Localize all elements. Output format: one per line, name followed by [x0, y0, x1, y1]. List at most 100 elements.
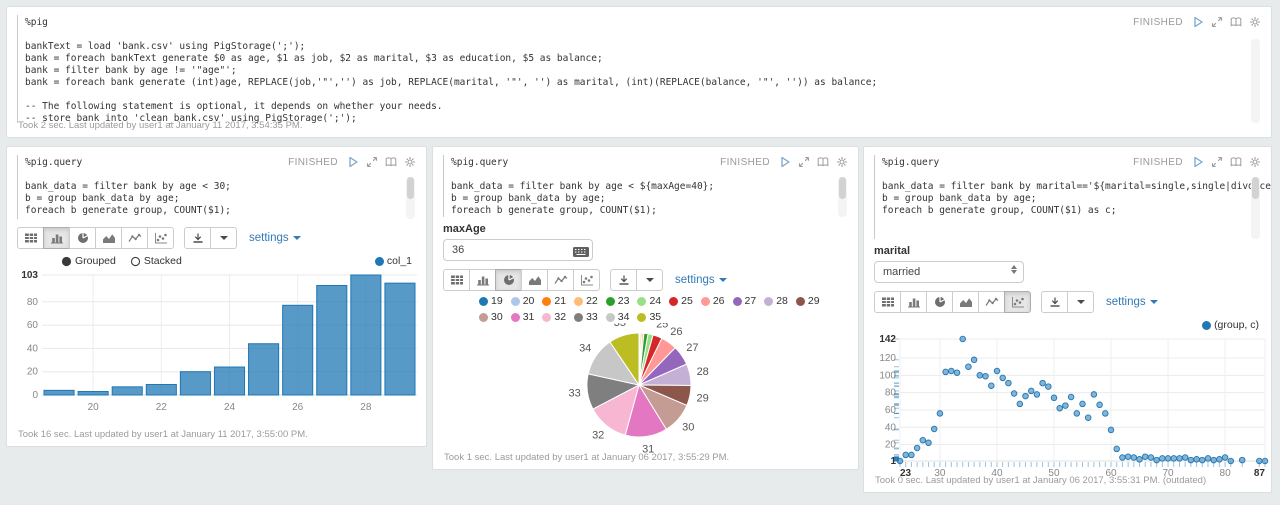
pie-legend-item[interactable]: 21: [542, 295, 566, 307]
editor-scrollbar[interactable]: [1251, 177, 1260, 239]
marital-label: marital: [874, 245, 911, 257]
pie-legend-item[interactable]: 35: [637, 311, 661, 323]
bar-chart-icon: [50, 234, 63, 244]
pie-legend-item[interactable]: 28: [764, 295, 788, 307]
chart-type-area-button[interactable]: [95, 227, 122, 249]
display-toolbar: settings: [874, 291, 1261, 313]
chart-type-area-button[interactable]: [952, 291, 979, 313]
toggle-output-icon[interactable]: [385, 156, 397, 168]
chart-type-table-button[interactable]: [17, 227, 44, 249]
download-dropdown-button[interactable]: [210, 227, 237, 249]
svg-text:27: 27: [686, 342, 698, 354]
pie-legend-item[interactable]: 30: [479, 311, 503, 323]
chart-type-line-button[interactable]: [121, 227, 148, 249]
svg-text:22: 22: [156, 402, 168, 413]
pie-legend-item[interactable]: 29: [795, 295, 820, 307]
editor-scrollbar[interactable]: [406, 177, 415, 219]
code-text[interactable]: %pig bankText = load 'bank.csv' using Pi…: [25, 17, 878, 124]
pie-legend-item[interactable]: 24: [637, 295, 661, 307]
chart-type-bar-button[interactable]: [469, 269, 496, 291]
svg-text:28: 28: [360, 402, 372, 413]
svg-text:35: 35: [614, 323, 626, 329]
chart-type-table-button[interactable]: [443, 269, 470, 291]
legend-dot-icon: [700, 296, 710, 306]
download-dropdown-button[interactable]: [636, 269, 663, 291]
legend-dot-icon: [479, 312, 488, 322]
legend-dot-icon: [479, 296, 488, 306]
grouped-radio[interactable]: Grouped: [61, 255, 116, 267]
paragraph-settings-gear-icon[interactable]: [1249, 156, 1261, 168]
pie-legend-item[interactable]: 33: [574, 311, 598, 323]
svg-text:0: 0: [32, 390, 38, 401]
settings-link[interactable]: settings: [675, 274, 727, 286]
code-editor[interactable]: %pig.query bank_data = filter bank by ag…: [17, 155, 416, 219]
chart-type-bar-button[interactable]: [900, 291, 927, 313]
legend-item-col1[interactable]: col_1: [374, 255, 412, 267]
toggle-editor-icon[interactable]: [366, 156, 378, 168]
settings-link[interactable]: settings: [1106, 296, 1158, 308]
code-text[interactable]: %pig.query bank_data = filter bank by ag…: [25, 157, 231, 216]
settings-link[interactable]: settings: [249, 232, 301, 244]
chart-type-scatter-button[interactable]: [147, 227, 174, 249]
pie-legend-item[interactable]: 34: [605, 311, 629, 323]
pie-legend-item[interactable]: 19: [479, 295, 503, 307]
chart-type-scatter-button[interactable]: [573, 269, 600, 291]
run-paragraph-button[interactable]: [1192, 16, 1204, 28]
pie-legend-item[interactable]: 31: [510, 311, 534, 323]
bar-chart-canvas: 0 20 40 60 80 103 20 22 24 26 28: [21, 270, 417, 413]
pie-legend-item[interactable]: 20: [510, 295, 534, 307]
pie-legend-item[interactable]: 25: [669, 295, 693, 307]
chart-type-pie-button[interactable]: [69, 227, 96, 249]
svg-text:103: 103: [21, 270, 38, 281]
pie-legend-item[interactable]: 22: [574, 295, 598, 307]
download-icon: [1049, 296, 1060, 307]
select-arrows-icon: [1011, 265, 1017, 274]
toggle-output-icon[interactable]: [1230, 156, 1242, 168]
pie-legend-item[interactable]: 27: [732, 295, 756, 307]
chart-type-line-button[interactable]: [978, 291, 1005, 313]
download-button[interactable]: [1041, 291, 1068, 313]
legend-dot-icon: [1202, 320, 1212, 330]
download-button[interactable]: [610, 269, 637, 291]
svg-text:30: 30: [934, 468, 946, 479]
toggle-editor-icon[interactable]: [1211, 156, 1223, 168]
stacked-radio[interactable]: Stacked: [130, 255, 182, 267]
run-paragraph-button[interactable]: [779, 156, 791, 168]
code-text[interactable]: %pig.query bank_data = filter bank by ag…: [451, 157, 715, 216]
code-editor[interactable]: %pig.query bank_data = filter bank by ma…: [874, 155, 1271, 239]
chart-type-pie-button[interactable]: [926, 291, 953, 313]
toggle-editor-icon[interactable]: [798, 156, 810, 168]
paragraph-settings-gear-icon[interactable]: [836, 156, 848, 168]
download-dropdown-button[interactable]: [1067, 291, 1094, 313]
line-chart-icon: [127, 233, 142, 243]
chart-type-pie-button[interactable]: [495, 269, 522, 291]
svg-text:31: 31: [642, 443, 654, 455]
chart-type-bar-button[interactable]: [43, 227, 70, 249]
code-editor[interactable]: %pig bankText = load 'bank.csv' using Pi…: [17, 15, 1261, 124]
marital-select[interactable]: married: [874, 261, 1024, 283]
editor-scrollbar[interactable]: [838, 177, 847, 217]
chart-type-line-button[interactable]: [547, 269, 574, 291]
maxage-input[interactable]: [443, 239, 593, 261]
chart-type-table-button[interactable]: [874, 291, 901, 313]
pie-legend-item[interactable]: 23: [605, 295, 629, 307]
pie-legend-item[interactable]: 26: [700, 295, 725, 307]
toggle-output-icon[interactable]: [817, 156, 829, 168]
pie-legend-item[interactable]: 32: [542, 311, 566, 323]
editor-scrollbar[interactable]: [1251, 39, 1260, 123]
paragraph-status-text: Took 1 sec. Last updated by user1 at Jan…: [444, 452, 730, 463]
run-paragraph-button[interactable]: [1192, 156, 1204, 168]
download-button[interactable]: [184, 227, 211, 249]
paragraph-settings-gear-icon[interactable]: [1249, 16, 1261, 28]
run-paragraph-button[interactable]: [347, 156, 359, 168]
chart-type-scatter-button[interactable]: [1004, 291, 1031, 313]
toggle-output-icon[interactable]: [1230, 16, 1242, 28]
code-text[interactable]: %pig.query bank_data = filter bank by ma…: [882, 157, 1271, 216]
svg-text:40: 40: [27, 343, 39, 354]
paragraph-settings-gear-icon[interactable]: [404, 156, 416, 168]
toggle-editor-icon[interactable]: [1211, 16, 1223, 28]
legend-item-group-c[interactable]: (group, c): [1202, 319, 1259, 331]
chevron-down-icon: [645, 278, 654, 282]
code-editor[interactable]: %pig.query bank_data = filter bank by ag…: [443, 155, 848, 217]
chart-type-area-button[interactable]: [521, 269, 548, 291]
